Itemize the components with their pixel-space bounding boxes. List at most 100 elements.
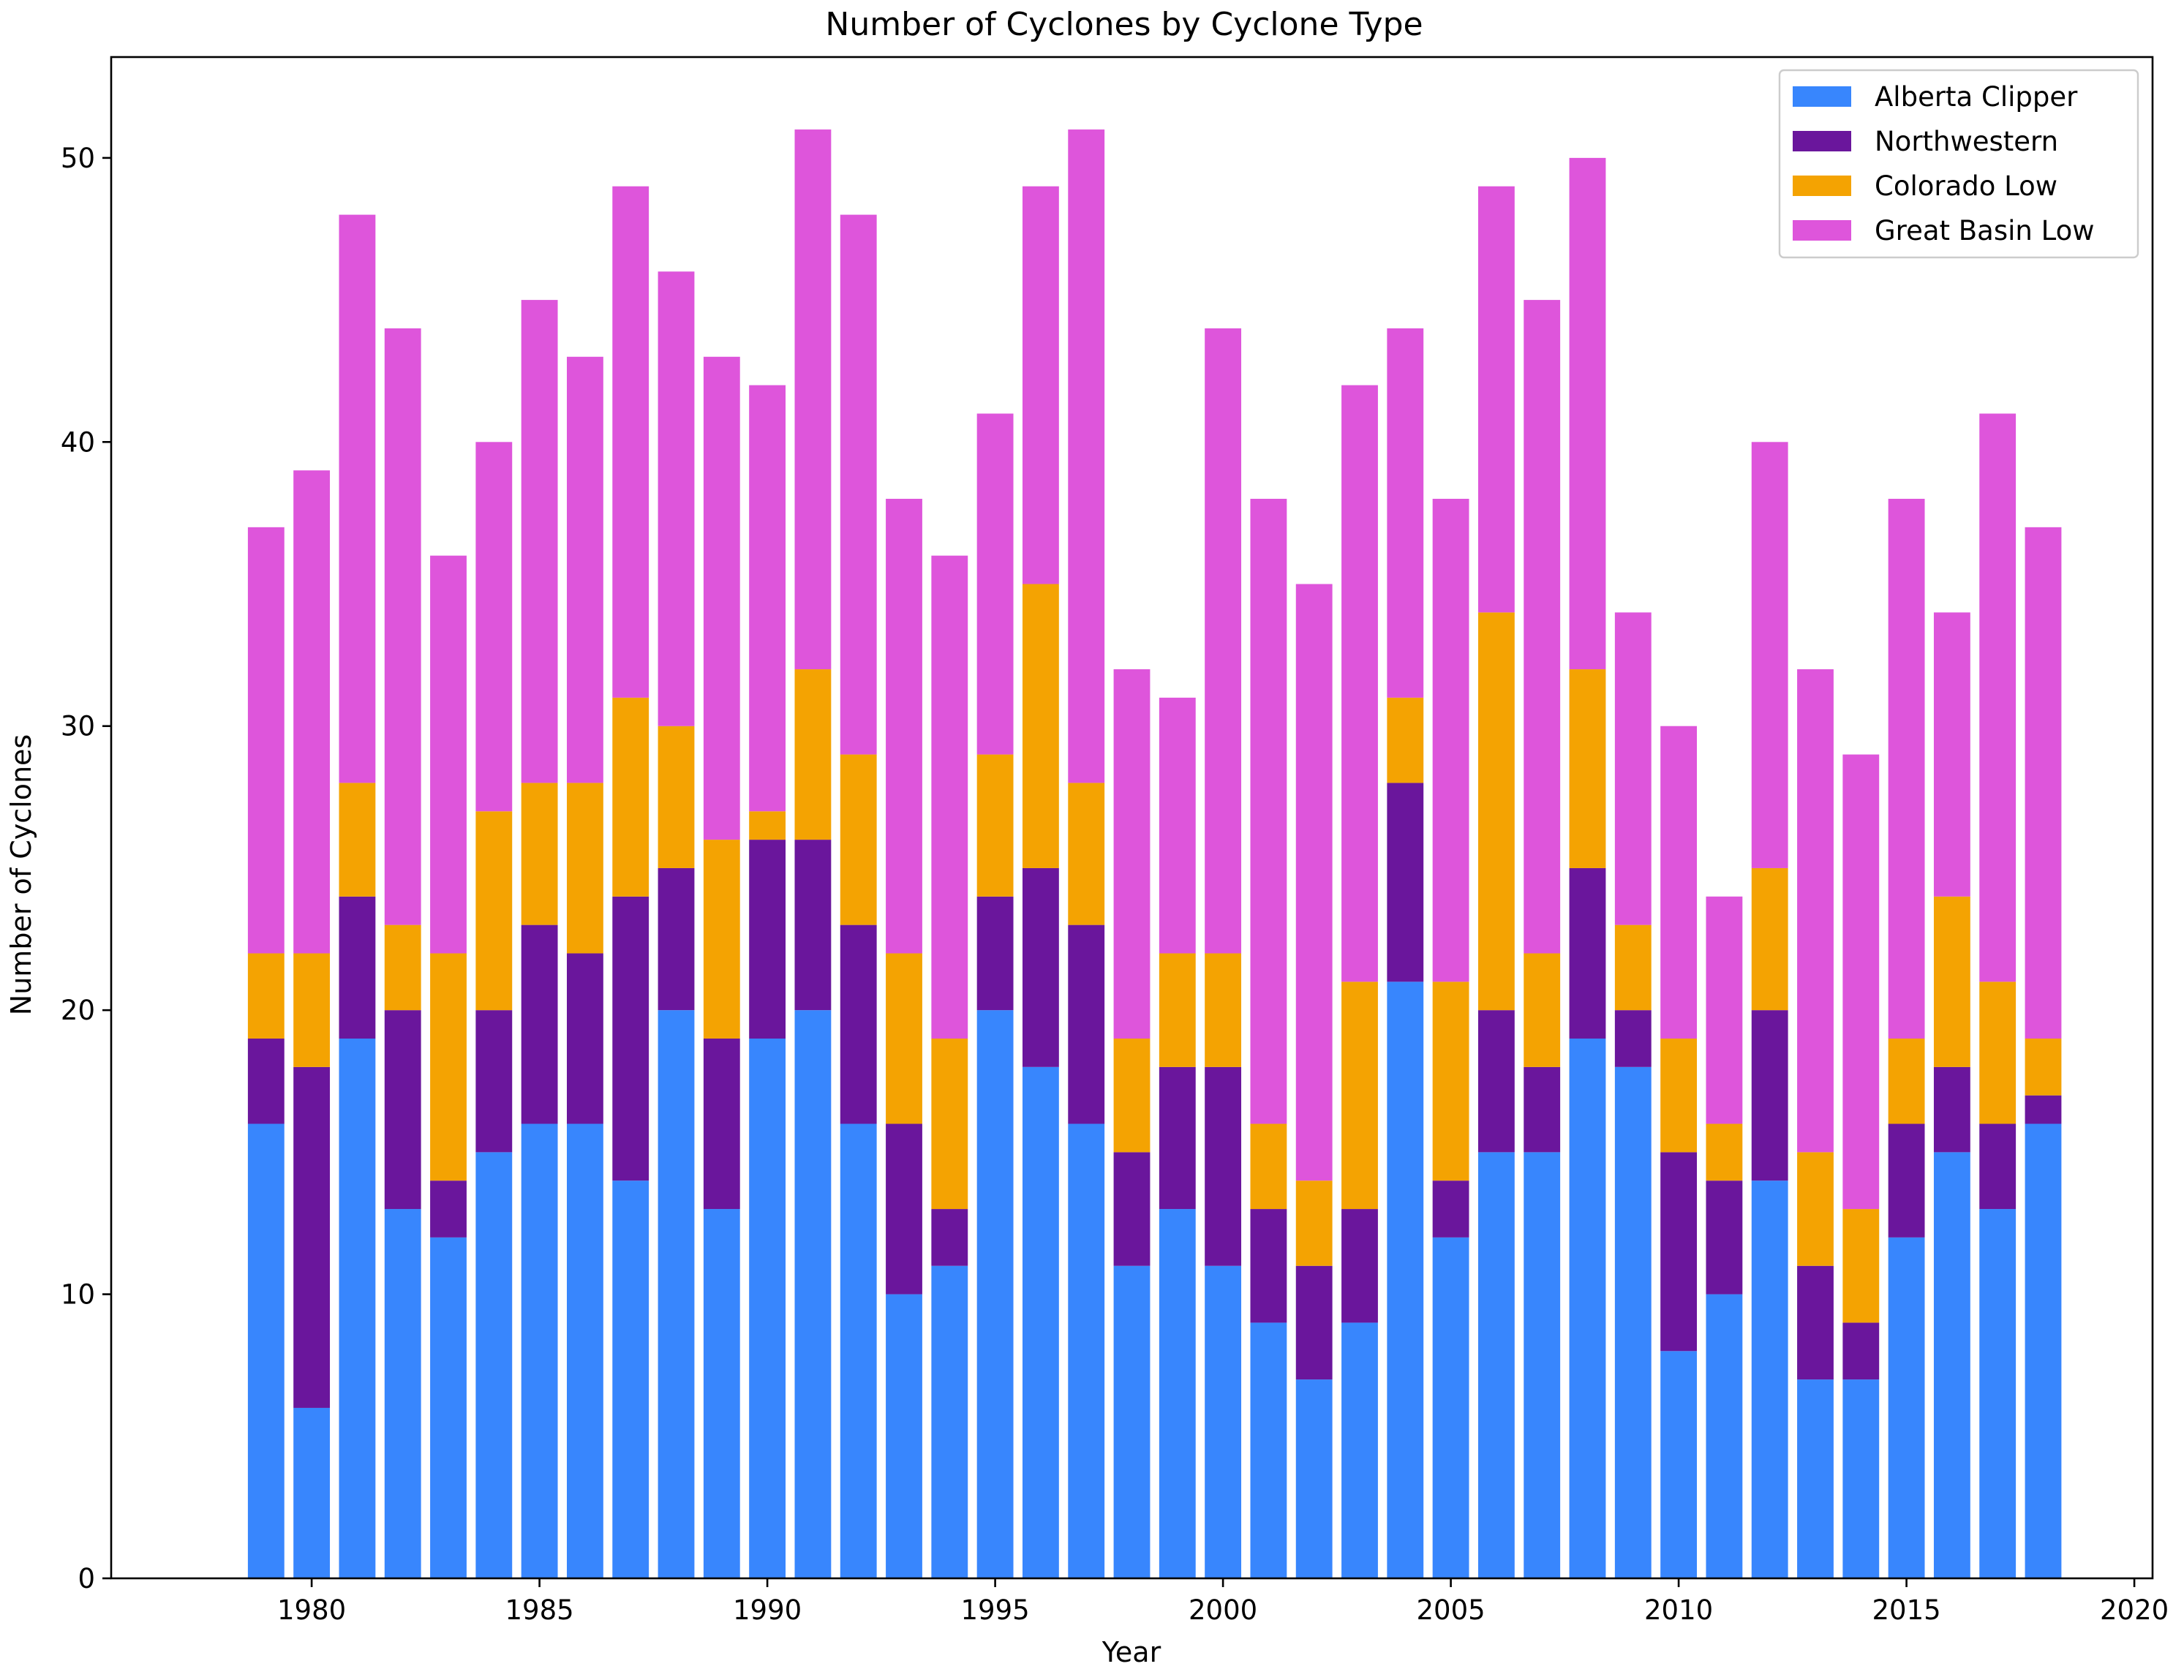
x-axis-ticks: 1980 1985 1990 1995 2000 2005 2010 2015 2020 bbox=[277, 1578, 2169, 1626]
bar-northwestern-1995 bbox=[976, 896, 1014, 1011]
bar-great-basin-low-1989 bbox=[703, 356, 740, 840]
bars-group bbox=[247, 129, 2062, 1578]
bar-colorado-low-2016 bbox=[1933, 896, 1970, 1067]
bar-northwestern-1983 bbox=[430, 1180, 467, 1238]
bar-colorado-low-2000 bbox=[1205, 953, 1242, 1067]
bar-great-basin-low-1984 bbox=[475, 442, 513, 812]
bar-colorado-low-2006 bbox=[1477, 612, 1515, 1011]
bar-alberta-clipper-1985 bbox=[521, 1123, 558, 1578]
bar-northwestern-2004 bbox=[1387, 783, 1424, 982]
bar-northwestern-2006 bbox=[1477, 1010, 1515, 1153]
bar-northwestern-1992 bbox=[840, 924, 877, 1124]
bar-colorado-low-1984 bbox=[475, 811, 513, 1011]
bar-alberta-clipper-1984 bbox=[475, 1152, 513, 1578]
bar-alberta-clipper-1980 bbox=[293, 1407, 331, 1578]
bar-great-basin-low-2001 bbox=[1250, 499, 1287, 1124]
bar-northwestern-1994 bbox=[931, 1209, 968, 1266]
bar-colorado-low-2014 bbox=[1842, 1209, 1880, 1323]
bar-alberta-clipper-2011 bbox=[1706, 1294, 1743, 1578]
bar-great-basin-low-2012 bbox=[1751, 442, 1788, 868]
bar-great-basin-low-1980 bbox=[293, 470, 331, 954]
bar-alberta-clipper-2004 bbox=[1387, 982, 1424, 1578]
y-tick-label: 50 bbox=[61, 143, 95, 174]
bar-northwestern-2009 bbox=[1614, 1010, 1652, 1067]
bar-northwestern-2010 bbox=[1660, 1152, 1698, 1352]
bar-northwestern-1988 bbox=[658, 867, 695, 1011]
bar-northwestern-2003 bbox=[1341, 1209, 1378, 1323]
bar-great-basin-low-1991 bbox=[794, 129, 832, 670]
bar-northwestern-2014 bbox=[1842, 1322, 1880, 1380]
bar-northwestern-2001 bbox=[1250, 1209, 1287, 1323]
bar-great-basin-low-2017 bbox=[1979, 413, 2017, 982]
bar-alberta-clipper-1996 bbox=[1022, 1066, 1059, 1578]
bar-great-basin-low-2007 bbox=[1524, 300, 1561, 954]
bar-great-basin-low-1985 bbox=[521, 300, 558, 783]
bar-alberta-clipper-1979 bbox=[247, 1123, 285, 1578]
bar-northwestern-2011 bbox=[1706, 1180, 1743, 1295]
bar-great-basin-low-1996 bbox=[1022, 186, 1059, 584]
bar-alberta-clipper-1995 bbox=[976, 1010, 1014, 1578]
bar-alberta-clipper-2013 bbox=[1797, 1379, 1834, 1578]
x-tick-label: 2020 bbox=[2100, 1594, 2169, 1626]
bar-great-basin-low-1983 bbox=[430, 555, 467, 954]
legend-label: Colorado Low bbox=[1875, 170, 2057, 202]
y-tick-label: 10 bbox=[61, 1279, 95, 1311]
bar-colorado-low-2009 bbox=[1614, 924, 1652, 1011]
bar-great-basin-low-1992 bbox=[840, 214, 877, 755]
bar-great-basin-low-1988 bbox=[658, 271, 695, 726]
bar-great-basin-low-2008 bbox=[1569, 157, 1606, 670]
bar-colorado-low-2002 bbox=[1295, 1180, 1333, 1266]
bar-great-basin-low-2006 bbox=[1477, 186, 1515, 613]
bar-colorado-low-1998 bbox=[1113, 1039, 1151, 1153]
bar-colorado-low-1979 bbox=[247, 953, 285, 1039]
bar-alberta-clipper-2001 bbox=[1250, 1322, 1287, 1578]
bar-alberta-clipper-1981 bbox=[339, 1039, 376, 1578]
legend: Alberta Clipper Northwestern Colorado Low G… bbox=[1778, 69, 2139, 259]
plot-area-frame bbox=[110, 56, 2154, 1580]
bar-northwestern-1986 bbox=[566, 953, 603, 1124]
bar-alberta-clipper-2012 bbox=[1751, 1180, 1788, 1578]
bar-great-basin-low-1998 bbox=[1113, 669, 1151, 1039]
legend-swatch bbox=[1793, 176, 1851, 196]
bar-great-basin-low-1993 bbox=[886, 499, 922, 954]
bar-great-basin-low-2016 bbox=[1933, 612, 1970, 897]
bar-colorado-low-1982 bbox=[384, 924, 421, 1011]
bar-alberta-clipper-2010 bbox=[1660, 1351, 1698, 1578]
bar-northwestern-2000 bbox=[1205, 1066, 1242, 1266]
y-axis-ticks: 0 10 20 30 40 50 bbox=[61, 143, 111, 1594]
x-tick-label: 2010 bbox=[1644, 1594, 1713, 1626]
bar-great-basin-low-1982 bbox=[384, 328, 421, 925]
bar-northwestern-2012 bbox=[1751, 1010, 1788, 1181]
legend-box bbox=[1778, 69, 2139, 259]
bar-colorado-low-1980 bbox=[293, 953, 331, 1067]
bar-colorado-low-2001 bbox=[1250, 1123, 1287, 1210]
bar-great-basin-low-1997 bbox=[1068, 129, 1105, 783]
bar-colorado-low-2004 bbox=[1387, 697, 1424, 783]
bar-colorado-low-1989 bbox=[703, 840, 740, 1039]
legend-label: Alberta Clipper bbox=[1875, 81, 2078, 113]
bar-northwestern-1980 bbox=[293, 1066, 331, 1408]
bar-colorado-low-2008 bbox=[1569, 669, 1606, 868]
bar-northwestern-2013 bbox=[1797, 1265, 1834, 1380]
bar-northwestern-1997 bbox=[1068, 924, 1105, 1124]
bar-great-basin-low-2015 bbox=[1888, 499, 1925, 1039]
bar-great-basin-low-1990 bbox=[749, 385, 786, 812]
legend-swatch bbox=[1793, 86, 1851, 107]
bar-colorado-low-1987 bbox=[612, 697, 649, 897]
bar-northwestern-2002 bbox=[1295, 1265, 1333, 1380]
bar-colorado-low-2018 bbox=[2025, 1039, 2062, 1096]
bar-colorado-low-2003 bbox=[1341, 982, 1378, 1210]
legend-label: Northwestern bbox=[1875, 126, 2058, 157]
bar-alberta-clipper-1983 bbox=[430, 1237, 467, 1578]
bar-colorado-low-1999 bbox=[1159, 953, 1196, 1067]
bar-alberta-clipper-1991 bbox=[794, 1010, 832, 1578]
bar-alberta-clipper-2018 bbox=[2025, 1123, 2062, 1578]
bar-colorado-low-1991 bbox=[794, 669, 832, 840]
bar-northwestern-1991 bbox=[794, 840, 832, 1011]
bar-northwestern-1989 bbox=[703, 1039, 740, 1210]
bar-northwestern-2017 bbox=[1979, 1123, 2017, 1210]
bar-colorado-low-2012 bbox=[1751, 867, 1788, 1011]
bar-northwestern-1981 bbox=[339, 896, 376, 1039]
bar-alberta-clipper-2002 bbox=[1295, 1379, 1333, 1578]
